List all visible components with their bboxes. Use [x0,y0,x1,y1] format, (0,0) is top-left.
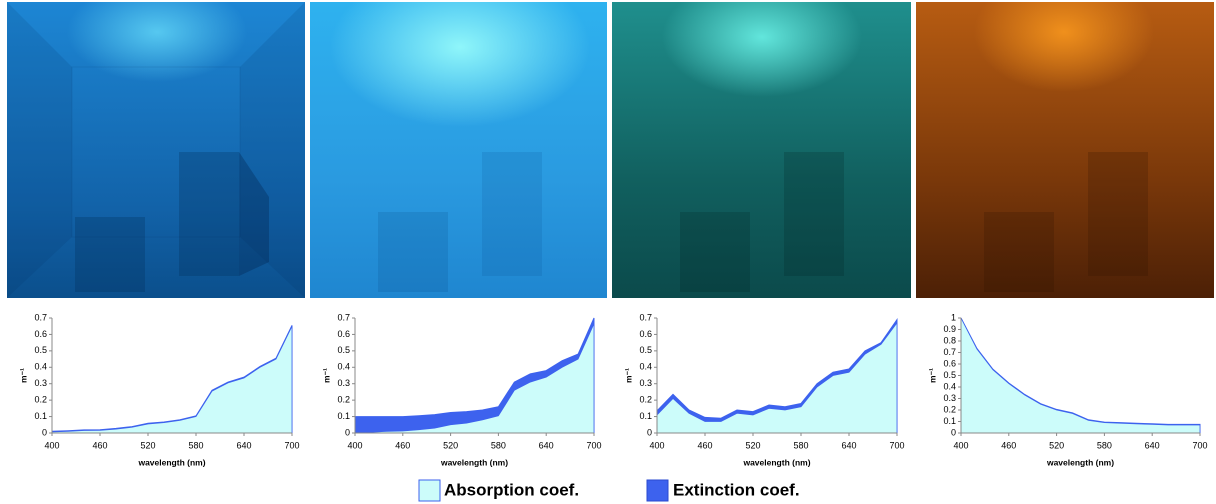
x-tick-label: 700 [889,440,904,450]
y-tick-label: 0 [647,427,652,437]
y-tick-label: 0.3 [34,378,47,388]
x-tick-label: 700 [586,440,601,450]
y-tick-label: 0 [42,427,47,437]
y-tick-label: 0.2 [34,395,47,405]
y-tick-label: 0.9 [943,324,956,334]
y-tick-label: 0.5 [337,345,350,355]
legend-label: Absorption coef. [444,480,579,499]
y-tick-label: 0.6 [34,329,47,339]
y-tick-label: 0.6 [639,329,652,339]
y-tick-label: 0 [345,427,350,437]
y-tick-label: 0.3 [639,378,652,388]
x-tick-label: 460 [1001,440,1016,450]
x-axis-label: wavelength (nm) [440,457,508,467]
x-tick-label: 400 [649,440,664,450]
x-tick-label: 640 [236,440,251,450]
y-tick-label: 0 [951,427,956,437]
y-tick-label: 0.5 [34,345,47,355]
x-tick-label: 400 [347,440,362,450]
x-tick-label: 520 [1049,440,1064,450]
y-tick-label: 0.4 [337,362,350,372]
y-tick-label: 0.7 [943,347,956,357]
x-tick-label: 460 [395,440,410,450]
absorption-area [657,323,897,433]
y-tick-label: 0.3 [337,378,350,388]
y-tick-label: 0.2 [943,404,956,414]
x-tick-label: 520 [443,440,458,450]
y-tick-label: 0.5 [943,370,956,380]
y-axis-label: m⁻¹ [927,368,937,383]
y-tick-label: 1 [951,312,956,322]
legend-swatch [647,480,668,501]
x-tick-label: 640 [1145,440,1160,450]
y-tick-label: 0.4 [639,362,652,372]
legend-swatch [419,480,440,501]
x-tick-label: 580 [188,440,203,450]
y-tick-label: 0.8 [943,335,956,345]
y-axis-label: m⁻¹ [623,368,633,383]
x-tick-label: 700 [1192,440,1207,450]
y-tick-label: 0.2 [639,395,652,405]
y-tick-label: 0.1 [943,416,956,426]
x-axis-label: wavelength (nm) [742,457,810,467]
x-tick-label: 460 [92,440,107,450]
x-axis-label: wavelength (nm) [137,457,205,467]
y-tick-label: 0.7 [34,312,47,322]
page: {"chart_data":[ {"type":"area","x":[400,… [0,0,1216,504]
x-tick-label: 520 [140,440,155,450]
absorption-area [52,326,292,433]
y-tick-label: 0.1 [337,411,350,421]
y-axis-label: m⁻¹ [321,368,331,383]
y-tick-label: 0.6 [337,329,350,339]
y-tick-label: 0.1 [639,411,652,421]
y-tick-label: 0.4 [34,362,47,372]
x-axis-label: wavelength (nm) [1046,457,1114,467]
y-tick-label: 0.3 [943,393,956,403]
x-tick-label: 400 [953,440,968,450]
y-axis-label: m⁻¹ [18,368,28,383]
x-tick-label: 400 [44,440,59,450]
absorption-area [961,318,1200,433]
x-tick-label: 520 [745,440,760,450]
x-tick-label: 700 [284,440,299,450]
charts: Absorption coef. Extinction coef. 00.10.… [0,0,1216,504]
y-tick-label: 0.1 [34,411,47,421]
y-tick-label: 0.7 [639,312,652,322]
y-tick-label: 0.4 [943,381,956,391]
y-tick-label: 0.7 [337,312,350,322]
x-tick-label: 580 [491,440,506,450]
y-tick-label: 0.5 [639,345,652,355]
legend-label: Extinction coef. [673,480,800,499]
x-tick-label: 640 [841,440,856,450]
x-tick-label: 580 [793,440,808,450]
y-tick-label: 0.6 [943,358,956,368]
x-tick-label: 460 [697,440,712,450]
y-tick-label: 0.2 [337,395,350,405]
x-tick-label: 580 [1097,440,1112,450]
x-tick-label: 640 [539,440,554,450]
